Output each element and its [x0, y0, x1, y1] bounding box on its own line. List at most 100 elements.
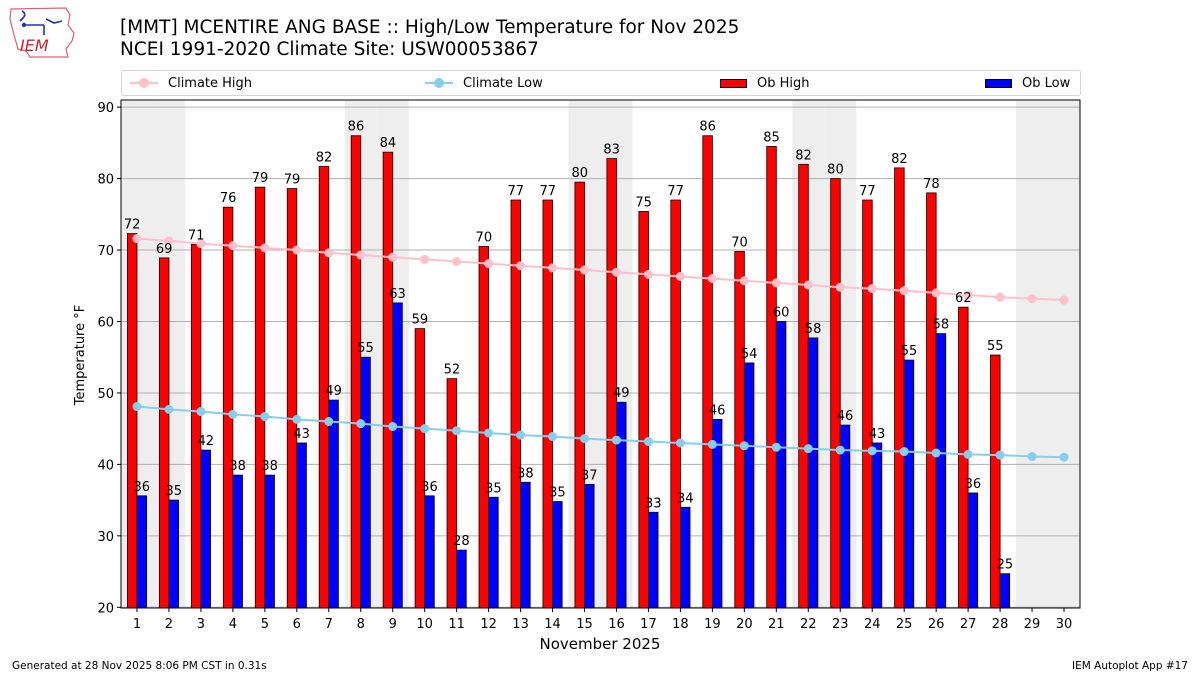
climate-low-line [136, 405, 1065, 459]
x-tick-label: 17 [640, 617, 657, 632]
ob-high-label-day-21: 85 [763, 130, 780, 145]
ob-high-bar-day-1 [126, 233, 138, 609]
ob-low-label-day-26: 58 [933, 318, 950, 333]
y-tick-label: 80 [97, 173, 114, 188]
ob-low-label-day-4: 38 [229, 459, 246, 474]
ob-low-label-day-20: 54 [741, 347, 758, 362]
x-tick-label: 3 [197, 617, 205, 632]
ob-high-bar-day-13 [510, 199, 521, 609]
ob-high-bar-day-25 [894, 167, 905, 609]
ob-low-bar-day-11 [456, 549, 467, 609]
climate-high-point-day-20 [739, 276, 749, 286]
ob-low-bar-day-18 [680, 506, 691, 609]
ob-high-bar-swatch [720, 78, 747, 88]
ob-low-bar-day-16 [616, 401, 627, 609]
ob-low-bar-day-8 [360, 356, 371, 609]
bar-labels: 72 69 71 76 79 79 82 86 84 59 52 70 77 77 80 83 75 77 86 70… [124, 120, 1013, 573]
climate-low-point-day-18 [675, 438, 685, 448]
ob-high-bar-day-11 [446, 378, 458, 609]
ob-high-label-day-10: 59 [412, 313, 429, 328]
legend-item-climate-low: Climate Low [425, 71, 543, 95]
ob-high-bar-day-4 [222, 206, 234, 609]
climate-high-point-day-22 [803, 280, 813, 290]
ob-high-bar-day-26 [926, 192, 937, 609]
climate-low-point-day-3 [196, 407, 206, 417]
x-tick-label: 22 [800, 617, 817, 632]
y-tick-label: 20 [97, 601, 114, 616]
x-tick-label: 5 [261, 617, 269, 632]
ob-low-bar-day-5 [264, 474, 275, 609]
ob-high-bar-day-21 [766, 146, 777, 609]
ob-high-label-day-28: 55 [987, 339, 1004, 354]
ob-low-bar-day-24 [871, 442, 883, 609]
ob-low-bar-day-7 [328, 399, 339, 609]
x-tick-label: 30 [1056, 617, 1073, 632]
climate-high-point-day-13 [516, 261, 526, 271]
ob-high-bar-day-19 [702, 135, 713, 609]
ob-low-bar-day-6 [296, 442, 307, 609]
climate-low-point-day-8 [356, 419, 366, 429]
x-tick-label: 26 [928, 617, 945, 632]
ob-low-label-day-10: 36 [421, 480, 438, 495]
ob-high-label-day-6: 79 [284, 173, 301, 188]
legend-item-ob-high: Ob High [720, 71, 810, 95]
climate-high-point-day-12 [484, 259, 494, 269]
climate-high-point-day-28 [995, 292, 1005, 302]
ob-high-bar-day-23 [830, 178, 841, 609]
legend-item-ob-low: Ob Low [985, 71, 1070, 95]
climate-low-point-day-13 [516, 430, 526, 440]
y-tick-label: 90 [97, 101, 114, 116]
ob-high-bar-day-9 [382, 151, 394, 609]
ob-low-label-day-23: 46 [837, 409, 854, 424]
ob-low-label-day-28: 25 [997, 558, 1014, 573]
ob-low-label-day-12: 35 [485, 481, 502, 496]
climate-high-line-swatch [130, 77, 158, 89]
legend-label: Climate High [168, 75, 253, 91]
climate-low-point-day-24 [867, 446, 877, 456]
climate-low-point-day-21 [771, 442, 781, 452]
ob-high-label-day-19: 86 [699, 120, 716, 135]
ob-high-label-day-20: 70 [731, 235, 748, 250]
x-tick-label: 11 [448, 617, 465, 632]
ob-high-label-day-23: 80 [827, 163, 844, 178]
ob-low-bar-swatch [985, 78, 1012, 88]
ob-high-bar-day-15 [574, 181, 585, 609]
climate-high-point-day-7 [324, 248, 334, 258]
climate-high-point-day-23 [835, 282, 845, 292]
legend-label: Climate Low [463, 75, 543, 91]
ob-low-label-day-17: 33 [645, 496, 662, 511]
ob-low-bar-day-28 [999, 573, 1011, 609]
ob-high-label-day-11: 52 [444, 363, 461, 378]
climate-high-point-day-25 [899, 286, 909, 296]
ob-high-bar-day-2 [158, 257, 170, 609]
ob-high-label-day-8: 86 [348, 120, 365, 135]
climate-high-point-day-27 [963, 290, 973, 300]
climate-high-point-day-21 [771, 278, 781, 288]
climate-high-point-day-5 [260, 243, 270, 253]
climate-high-point-day-15 [580, 265, 590, 275]
ob-low-label-day-19: 46 [709, 403, 726, 418]
ob-low-bar-day-22 [807, 337, 819, 609]
climate-low-point-day-27 [963, 449, 973, 459]
app-credit: IEM Autoplot App #17 [1072, 660, 1188, 672]
x-tick-label: 2 [165, 617, 173, 632]
climate-high-point-day-30 [1059, 295, 1069, 305]
ob-high-bar-day-18 [670, 199, 681, 609]
title-line-2: NCEI 1991-2020 Climate Site: USW00053867 [120, 39, 539, 60]
climate-low-point-day-9 [388, 422, 398, 432]
climate-high-point-day-10 [420, 254, 430, 264]
weekend-shade-day-29 [1016, 100, 1049, 608]
plot-frame [120, 99, 1081, 609]
weekend-shade-day-30 [1048, 100, 1080, 608]
x-tick-label: 18 [672, 617, 689, 632]
ob-high-label-day-24: 77 [859, 184, 876, 199]
climate-high-point-day-19 [707, 274, 717, 284]
ob-low-label-day-5: 38 [261, 459, 278, 474]
climate-high-point-day-16 [611, 267, 621, 277]
logo-text: IEM [20, 36, 49, 55]
ob-low-label-day-24: 43 [869, 427, 886, 442]
title-line-1: [MMT] MCENTIRE ANG BASE :: High/Low Temp… [120, 17, 740, 38]
ob-high-label-day-18: 77 [667, 184, 684, 199]
ob-low-label-day-25: 55 [901, 344, 918, 359]
ob-high-label-day-25: 82 [891, 152, 908, 167]
